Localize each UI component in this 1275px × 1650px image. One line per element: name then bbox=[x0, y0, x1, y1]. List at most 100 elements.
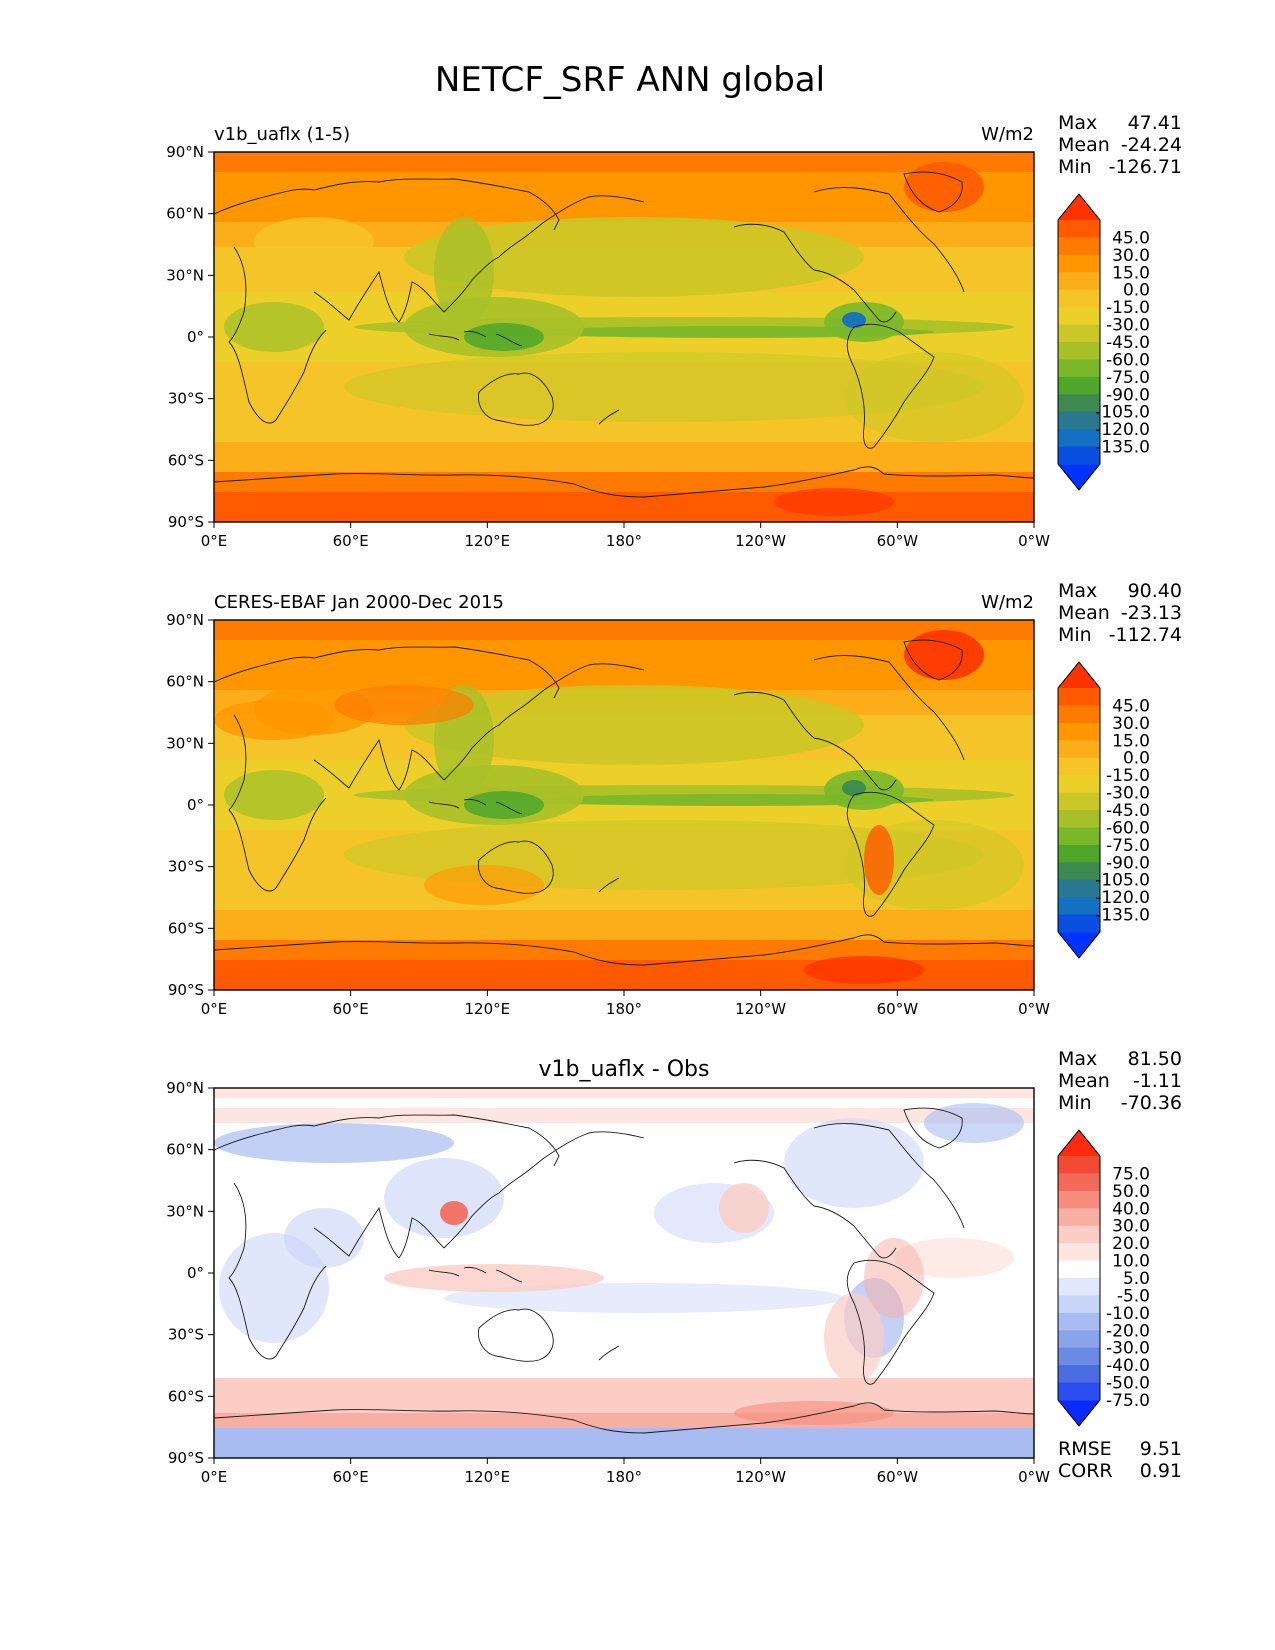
colorbar-tick-label: -20.0 bbox=[1106, 1321, 1150, 1341]
colorbar-tick-label: 75.0 bbox=[1112, 1164, 1150, 1184]
y-tick-label: 90°S bbox=[168, 1449, 204, 1467]
x-tick-label: 60°W bbox=[877, 1468, 919, 1486]
units-label: W/m2 bbox=[981, 592, 1034, 613]
stat-max-label: Max bbox=[1058, 112, 1097, 134]
colorbar-tick-label: -30.0 bbox=[1106, 316, 1150, 336]
colorbar-extend-max bbox=[1058, 1130, 1100, 1156]
colorbar-tick-label: -120.0 bbox=[1095, 420, 1150, 440]
stat-mean-label: Mean bbox=[1058, 602, 1110, 624]
colorbar-segment bbox=[1058, 1278, 1100, 1297]
stat-max-value: 90.40 bbox=[1128, 580, 1182, 602]
colorbar-segment bbox=[1058, 1243, 1100, 1262]
y-tick-label: 0° bbox=[187, 796, 204, 814]
colorbar-segment bbox=[1058, 1330, 1100, 1349]
colorbar-tick-label: 10.0 bbox=[1112, 1252, 1150, 1272]
stat-rmse-label: RMSE bbox=[1058, 1438, 1112, 1460]
panel-title: CERES-EBAF Jan 2000-Dec 2015 bbox=[214, 592, 504, 613]
colorbar-tick-label: -75.0 bbox=[1106, 836, 1150, 856]
colorbar-tick-label: 15.0 bbox=[1112, 263, 1150, 283]
colorbar: 45.030.015.00.0-15.0-30.0-45.0-60.0-75.0… bbox=[1057, 661, 1150, 959]
colorbar-extend-min bbox=[1058, 1400, 1100, 1426]
stat-mean-value: -23.13 bbox=[1121, 602, 1182, 624]
x-tick-label: 0°E bbox=[201, 532, 228, 550]
colorbar-segment bbox=[1058, 792, 1100, 811]
x-tick-label: 60°E bbox=[333, 1000, 369, 1018]
stat-corr-label: CORR bbox=[1058, 1460, 1113, 1482]
y-tick-label: 90°S bbox=[168, 981, 204, 999]
colorbar-segment bbox=[1058, 1295, 1100, 1314]
colorbar-tick-label: -10.0 bbox=[1106, 1304, 1150, 1324]
x-tick-label: 0°W bbox=[1018, 532, 1050, 550]
y-tick-label: 0° bbox=[187, 328, 204, 346]
panel-2: 0°E 60°E 120°E 180° 120°W 60°W 0°W 90°N 60°N 30°N… bbox=[166, 580, 1182, 1018]
panel-1: 0°E 60°E 120°E 180° 120°W 60°W 0°W 90°N 60°N 30°N… bbox=[166, 112, 1182, 550]
colorbar-segment bbox=[1058, 810, 1100, 829]
stat-corr-value: 0.91 bbox=[1140, 1460, 1182, 1482]
y-tick-label: 30°N bbox=[166, 734, 204, 752]
x-tick-label: 180° bbox=[606, 1468, 642, 1486]
units-label: W/m2 bbox=[981, 124, 1034, 145]
stat-min-value: -126.71 bbox=[1109, 156, 1182, 178]
panel-title: v1b_uaflx - Obs bbox=[539, 1057, 710, 1082]
colorbar-segment bbox=[1058, 411, 1100, 430]
stat-min-value: -70.36 bbox=[1121, 1092, 1182, 1114]
figure-title: NETCF_SRF ANN global bbox=[435, 60, 825, 100]
stat-rmse-value: 9.51 bbox=[1140, 1438, 1182, 1460]
colorbar-segment bbox=[1058, 272, 1100, 291]
colorbar-tick-label: -15.0 bbox=[1106, 766, 1150, 786]
colorbar-segment bbox=[1058, 1365, 1100, 1384]
colorbar-segment bbox=[1058, 897, 1100, 916]
stat-mean-label: Mean bbox=[1058, 134, 1110, 156]
colorbar-segment bbox=[1058, 914, 1100, 933]
colorbar-segment bbox=[1058, 722, 1100, 741]
colorbar-tick-label: -5.0 bbox=[1117, 1286, 1150, 1306]
stat-mean-label: Mean bbox=[1058, 1070, 1110, 1092]
colorbar-tick-label: -135.0 bbox=[1095, 906, 1150, 926]
stat-min-value: -112.74 bbox=[1109, 624, 1182, 646]
colorbar-segment bbox=[1058, 705, 1100, 724]
colorbar-segment bbox=[1058, 1190, 1100, 1209]
colorbar-segment bbox=[1058, 757, 1100, 776]
colorbar-segment bbox=[1058, 237, 1100, 256]
panel-3: 0°E 60°E 120°E 180° 120°W 60°W 0°W 90°N 60°N 30°N… bbox=[166, 1048, 1182, 1486]
y-tick-label: 30°S bbox=[168, 858, 204, 876]
stat-max-label: Max bbox=[1058, 580, 1097, 602]
colorbar-segment bbox=[1058, 879, 1100, 898]
colorbar-tick-label: 30.0 bbox=[1112, 1217, 1150, 1237]
x-tick-label: 180° bbox=[606, 532, 642, 550]
colorbar-tick-label: 45.0 bbox=[1112, 696, 1150, 716]
stat-min-label: Min bbox=[1058, 624, 1092, 646]
y-tick-label: 60°S bbox=[168, 1387, 204, 1405]
colorbar-segment bbox=[1058, 862, 1100, 881]
colorbar-segment bbox=[1058, 1312, 1100, 1331]
colorbar-extend-min bbox=[1058, 932, 1100, 958]
colorbar-segment bbox=[1058, 1173, 1100, 1192]
colorbar-tick-label: -50.0 bbox=[1106, 1374, 1150, 1394]
x-tick-label: 120°W bbox=[735, 1000, 786, 1018]
colorbar-segment bbox=[1058, 844, 1100, 863]
colorbar-segment bbox=[1058, 289, 1100, 308]
colorbar-tick-label: -75.0 bbox=[1106, 1391, 1150, 1411]
y-tick-label: 90°S bbox=[168, 513, 204, 531]
x-tick-label: 120°E bbox=[465, 1000, 511, 1018]
colorbar-segment bbox=[1058, 254, 1100, 273]
colorbar-outline bbox=[1057, 193, 1101, 491]
colorbar: 45.030.015.00.0-15.0-30.0-45.0-60.0-75.0… bbox=[1057, 193, 1150, 491]
colorbar-tick-label: -60.0 bbox=[1106, 818, 1150, 838]
colorbar-tick-label: 45.0 bbox=[1112, 228, 1150, 248]
colorbar-segment bbox=[1058, 220, 1100, 239]
x-tick-label: 120°W bbox=[735, 532, 786, 550]
x-tick-label: 0°E bbox=[201, 1000, 228, 1018]
y-tick-label: 90°N bbox=[166, 143, 204, 161]
colorbar-tick-label: 40.0 bbox=[1112, 1199, 1150, 1219]
colorbar-extend-max bbox=[1058, 194, 1100, 220]
colorbar-segment bbox=[1058, 1208, 1100, 1227]
colorbar-tick-label: -30.0 bbox=[1106, 1339, 1150, 1359]
y-tick-label: 60°N bbox=[166, 673, 204, 691]
colorbar-tick-label: -30.0 bbox=[1106, 784, 1150, 804]
colorbar-tick-label: -120.0 bbox=[1095, 888, 1150, 908]
colorbar-tick-label: -40.0 bbox=[1106, 1356, 1150, 1376]
colorbar-tick-label: 15.0 bbox=[1112, 731, 1150, 751]
colorbar-extend-max bbox=[1058, 662, 1100, 688]
colorbar-extend-min bbox=[1058, 464, 1100, 490]
